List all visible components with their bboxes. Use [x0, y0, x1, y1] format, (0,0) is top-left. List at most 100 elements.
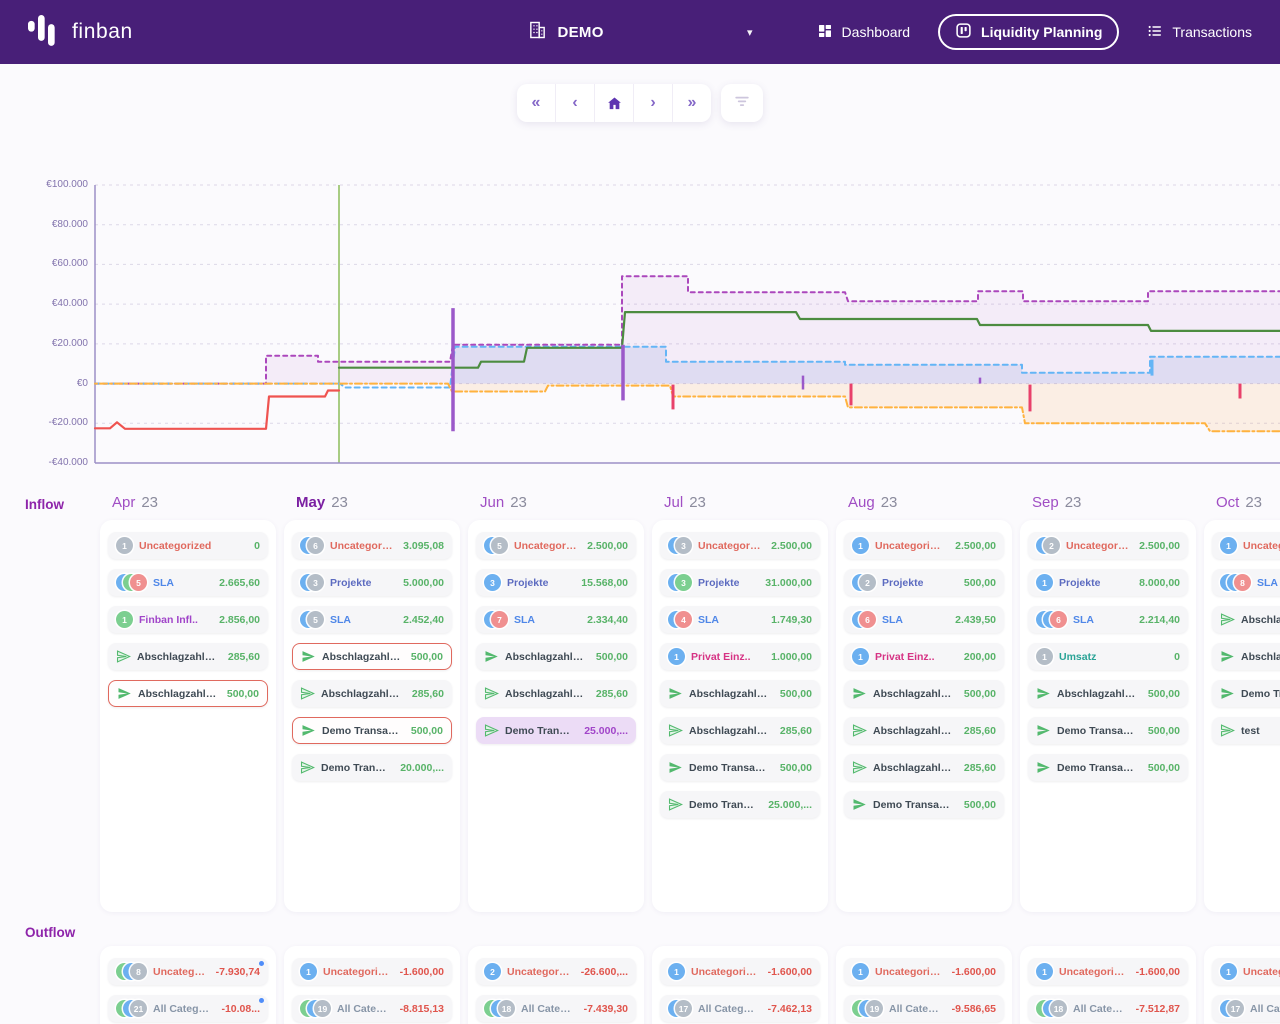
- category-chip[interactable]: Abschlagzahlung 500,00: [108, 680, 268, 707]
- count-badge: 6: [300, 537, 324, 554]
- category-chip[interactable]: Demo Transakti... 25.000,...: [476, 717, 636, 744]
- category-chip[interactable]: Abschlagzahlung 500,00: [292, 643, 452, 670]
- chip-amount: 2.500,00: [1139, 539, 1180, 552]
- nav-liquidity-planning[interactable]: Liquidity Planning: [938, 14, 1120, 50]
- chip-amount: 20.000,...: [400, 761, 444, 774]
- category-chip[interactable]: 1 Umsatz 0: [1028, 643, 1188, 670]
- category-chip[interactable]: 5 Uncategorized 2.500,00: [476, 532, 636, 559]
- category-chip[interactable]: Abschlagzahlung: [1212, 643, 1280, 670]
- category-chip[interactable]: Demo Transacti... 500,00: [1028, 754, 1188, 781]
- category-chip[interactable]: 1 Uncategorized: [1212, 532, 1280, 559]
- category-chip[interactable]: 1 Uncategorized 2.500,00: [844, 532, 1004, 559]
- chip-label: Abschlagzahlung: [689, 687, 770, 700]
- category-chip[interactable]: 6 Uncategorized 3.095,08: [292, 532, 452, 559]
- category-chip[interactable]: Abschlagzahlung 285,60: [844, 754, 1004, 781]
- jump-first-button[interactable]: «: [517, 84, 556, 122]
- prev-button[interactable]: ‹: [556, 84, 595, 122]
- category-chip[interactable]: 3 Projekte 15.568,00: [476, 569, 636, 596]
- chip-label: Uncategorized: [691, 965, 758, 978]
- nav-dashboard[interactable]: Dashboard: [817, 23, 910, 42]
- month-column-inflow: 6 Uncategorized 3.095,08 3 Projekte 5.000,00 5…: [284, 520, 460, 912]
- category-chip[interactable]: 1 Uncategorized -1.600,00: [292, 958, 452, 985]
- chip-amount: 500,00: [779, 687, 812, 700]
- chip-amount: -8.815,13: [399, 1002, 444, 1015]
- category-chip[interactable]: Abschlagzahlung: [1212, 606, 1280, 633]
- category-chip[interactable]: 3 Projekte 31.000,00: [660, 569, 820, 596]
- send-icon: [300, 686, 315, 701]
- month-header: Aug 23: [836, 493, 1012, 513]
- category-chip[interactable]: test: [1212, 717, 1280, 744]
- category-chip[interactable]: 1 Projekte 8.000,00: [1028, 569, 1188, 596]
- category-chip[interactable]: 1 Uncategorized 0: [108, 532, 268, 559]
- nav-transactions[interactable]: Transactions: [1147, 23, 1252, 42]
- category-chip[interactable]: 21 All Categories -10.08...: [108, 995, 268, 1022]
- category-chip[interactable]: 1 Privat Einz.. 200,00: [844, 643, 1004, 670]
- chip-amount: 285,60: [779, 724, 812, 737]
- category-chip[interactable]: Abschlagzahlung 500,00: [476, 643, 636, 670]
- category-chip[interactable]: Abschlagzahlung 285,60: [660, 717, 820, 744]
- chip-amount: -1.600,00: [1135, 965, 1180, 978]
- category-chip[interactable]: Demo Transacti... 500,00: [292, 717, 452, 744]
- category-chip[interactable]: Demo Transacti... 500,00: [1028, 717, 1188, 744]
- month-name: Apr: [112, 494, 136, 511]
- category-chip[interactable]: 5 SLA 2.452,40: [292, 606, 452, 633]
- category-chip[interactable]: 17 All Categories: [1212, 995, 1280, 1022]
- category-chip[interactable]: 17 All Categories -7.462,13: [660, 995, 820, 1022]
- category-chip[interactable]: Abschlagzahlung 285,60: [292, 680, 452, 707]
- category-chip[interactable]: 1 Uncategorized -1.600,00: [660, 958, 820, 985]
- category-chip[interactable]: Demo Transacti...: [1212, 680, 1280, 707]
- count-badge: 1: [668, 963, 685, 980]
- month-year: 23: [510, 494, 527, 511]
- chip-label: Finban Infl..: [139, 613, 198, 626]
- category-chip[interactable]: 1 Privat Einz.. 1.000,00: [660, 643, 820, 670]
- category-chip[interactable]: 3 Uncategorized 2.500,00: [660, 532, 820, 559]
- category-chip[interactable]: Abschlagzahlung 285,60: [108, 643, 268, 670]
- category-chip[interactable]: 18 All Categories -7.512,87: [1028, 995, 1188, 1022]
- category-chip[interactable]: 1 Uncategorized -1.600,00: [1028, 958, 1188, 985]
- count-badge: 1: [668, 648, 685, 665]
- category-chip[interactable]: Abschlagzahlung 500,00: [660, 680, 820, 707]
- category-chip[interactable]: 18 All Categories -7.439,30: [476, 995, 636, 1022]
- category-chip[interactable]: 19 All Categories -9.586,65: [844, 995, 1004, 1022]
- category-chip[interactable]: 2 Uncategorized -26.600,...: [476, 958, 636, 985]
- category-chip[interactable]: Demo Transacti... 500,00: [844, 791, 1004, 818]
- chip-amount: -7.462,13: [767, 1002, 812, 1015]
- category-chip[interactable]: 2 Projekte 500,00: [844, 569, 1004, 596]
- category-chip[interactable]: Abschlagzahlung 500,00: [1028, 680, 1188, 707]
- workspace-selector[interactable]: DEMO ▾: [528, 20, 753, 45]
- month-column-inflow: 2 Uncategorized 2.500,00 1 Projekte 8.000,00 6…: [1020, 520, 1196, 912]
- category-chip[interactable]: Abschlagzahlung 500,00: [844, 680, 1004, 707]
- category-chip[interactable]: 7 SLA 2.334,40: [476, 606, 636, 633]
- jump-last-button[interactable]: »: [687, 94, 697, 111]
- category-chip[interactable]: 1 Finban Infl.. 2.856,00: [108, 606, 268, 633]
- chip-label: Demo Transakti...: [689, 798, 758, 811]
- category-chip[interactable]: 19 All Categories -8.815,13: [292, 995, 452, 1022]
- category-chip[interactable]: 6 SLA 2.439,50: [844, 606, 1004, 633]
- month-name: Aug: [848, 494, 875, 511]
- month-header-row: Apr 23 May 23 Jun 23 Jul 23 Aug 23 Sep 23 Oct 23: [100, 493, 1280, 513]
- category-chip[interactable]: Demo Transakti... 20.000,...: [292, 754, 452, 781]
- category-chip[interactable]: 2 Uncategorized 2.500,00: [1028, 532, 1188, 559]
- category-chip[interactable]: 1 Uncategorized: [1212, 958, 1280, 985]
- count-badge: 18: [484, 1000, 515, 1017]
- category-chip[interactable]: 1 Uncategorized -1.600,00: [844, 958, 1004, 985]
- next-button[interactable]: ›: [634, 84, 673, 122]
- send-icon: [117, 686, 132, 701]
- chip-label: All Categories: [337, 1002, 390, 1015]
- count-badge: 3: [484, 574, 501, 591]
- category-chip[interactable]: 5 SLA 2.665,60: [108, 569, 268, 596]
- category-chip[interactable]: Abschlagzahlung 285,60: [476, 680, 636, 707]
- category-chip[interactable]: Demo Transacti... 500,00: [660, 754, 820, 781]
- count-badge: 5: [484, 537, 508, 554]
- category-chip[interactable]: 3 Projekte 5.000,00: [292, 569, 452, 596]
- category-chip[interactable]: 4 SLA 1.749,30: [660, 606, 820, 633]
- category-chip[interactable]: 8 SLA: [1212, 569, 1280, 596]
- category-chip[interactable]: Demo Transakti... 25.000,...: [660, 791, 820, 818]
- category-chip[interactable]: 6 SLA 2.214,40: [1028, 606, 1188, 633]
- filter-button[interactable]: [721, 84, 763, 122]
- category-chip[interactable]: Abschlagzahlung 285,60: [844, 717, 1004, 744]
- home-button[interactable]: [595, 84, 634, 122]
- category-chip[interactable]: 8 Uncategorized -7.930,74: [108, 958, 268, 985]
- chip-amount: -10.08...: [221, 1002, 260, 1015]
- chip-amount: 200,00: [963, 650, 996, 663]
